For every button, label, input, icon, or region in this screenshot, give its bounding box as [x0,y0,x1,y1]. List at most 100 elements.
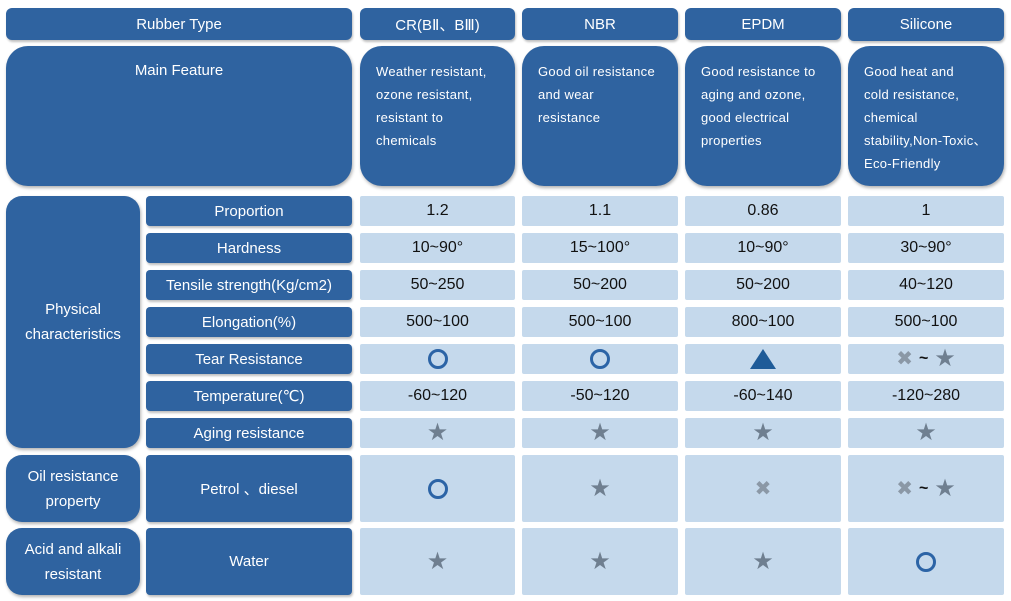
main-feature-epdm: Good resistance to aging and ozone, good… [685,46,841,186]
header-rubber-type: Rubber Type [6,8,352,40]
temperature-cr: -60~120 [360,381,515,411]
circle-icon [590,349,610,369]
tear-silicone: ✖ ~ ★ [848,344,1004,374]
group-physical-characteristics: Physical characteristics [6,196,140,448]
row-label-elongation: Elongation(%) [146,307,352,337]
main-feature-silicone-line: stability,Non-Toxic、 [864,133,987,148]
aging-nbr: ★ [522,418,678,448]
elongation-nbr: 500~100 [522,307,678,337]
row-label-proportion: Proportion [146,196,352,226]
main-feature-nbr: Good oil resistance and wear resistance [522,46,678,186]
water-epdm: ★ [685,528,841,595]
star-icon: ★ [915,419,937,446]
row-label-hardness: Hardness [146,233,352,263]
proportion-epdm: 0.86 [685,196,841,226]
main-feature-epdm-line: good electrical [701,110,790,125]
temperature-silicone: -120~280 [848,381,1004,411]
header-nbr: NBR [522,8,678,40]
main-feature-silicone-line: Good heat and [864,64,954,79]
main-feature-silicone-line: Eco-Friendly [864,156,941,171]
header-silicone: Silicone [848,8,1004,41]
petrol-epdm: ✖ [685,455,841,522]
water-silicone [848,528,1004,595]
water-nbr: ★ [522,528,678,595]
star-icon: ★ [934,345,956,372]
main-feature-cr-line: ozone resistant, [376,87,473,102]
tensile-epdm: 50~200 [685,270,841,300]
star-icon: ★ [589,474,611,502]
circle-icon [427,349,448,369]
row-label-aging: Aging resistance [146,418,352,448]
main-feature-nbr-line: Good oil resistance [538,64,655,79]
group-oil-line: Oil resistance [27,467,119,485]
hardness-epdm: 10~90° [685,233,841,263]
row-label-tensile: Tensile strength(Kg/cm2) [146,270,352,300]
row-label-water: Water [146,528,352,595]
header-epdm: EPDM [685,8,841,40]
tilde-separator: ~ [918,350,929,367]
proportion-nbr: 1.1 [522,196,678,226]
main-feature-cr-line: chemicals [376,133,437,148]
star-icon: ★ [752,547,774,575]
star-icon: ★ [426,547,449,575]
group-oil-line: property [45,492,101,510]
main-feature-cr-line: resistant to [376,110,444,125]
main-feature-silicone: Good heat and cold resistance, chemical … [848,46,1004,186]
tensile-silicone: 40~120 [848,270,1004,300]
cross-icon: ✖ [754,477,772,500]
star-icon: ★ [426,419,449,446]
group-acid-line: resistant [44,565,102,583]
row-label-petrol: Petrol 、diesel [146,455,352,522]
tilde-separator: ~ [918,479,929,497]
proportion-silicone: 1 [848,196,1004,226]
row-label-temperature: Temperature(℃) [146,381,352,411]
hardness-nbr: 15~100° [522,233,678,263]
group-oil-resistance: Oil resistance property [6,455,140,522]
hardness-cr: 10~90° [360,233,515,263]
petrol-cr [360,455,515,522]
aging-cr: ★ [360,418,515,448]
circle-icon [427,478,448,499]
petrol-silicone: ✖ ~ ★ [848,455,1004,522]
group-physical-line: characteristics [25,326,121,343]
triangle-icon [750,349,776,369]
cross-icon: ✖ [896,477,913,500]
tensile-cr: 50~250 [360,270,515,300]
main-feature-epdm-line: properties [701,133,762,148]
group-acid-alkali: Acid and alkali resistant [6,528,140,595]
aging-epdm: ★ [685,418,841,448]
tear-nbr [522,344,678,374]
main-feature-silicone-line: chemical [864,110,918,125]
cross-icon: ✖ [896,348,913,370]
main-feature-label: Main Feature [6,46,352,186]
main-feature-silicone-line: cold resistance, [864,87,960,102]
group-acid-line: Acid and alkali [24,540,122,558]
group-physical-line: Physical [45,301,101,318]
header-cr: CR(BⅡ、BⅢ) [360,8,515,40]
tensile-nbr: 50~200 [522,270,678,300]
star-icon: ★ [934,474,956,502]
star-icon: ★ [589,547,611,575]
row-label-tear: Tear Resistance [146,344,352,374]
circle-icon [916,551,936,572]
main-feature-nbr-line: and wear [538,87,594,102]
water-cr: ★ [360,528,515,595]
tear-cr [360,344,515,374]
proportion-cr: 1.2 [360,196,515,226]
elongation-epdm: 800~100 [685,307,841,337]
main-feature-nbr-line: resistance [538,110,601,125]
temperature-nbr: -50~120 [522,381,678,411]
elongation-cr: 500~100 [360,307,515,337]
temperature-epdm: -60~140 [685,381,841,411]
hardness-silicone: 30~90° [848,233,1004,263]
star-icon: ★ [589,419,611,446]
main-feature-cr: Weather resistant, ozone resistant, resi… [360,46,515,186]
main-feature-epdm-line: Good resistance to [701,64,816,79]
aging-silicone: ★ [848,418,1004,448]
elongation-silicone: 500~100 [848,307,1004,337]
star-icon: ★ [752,419,774,446]
tear-epdm [685,344,841,374]
petrol-nbr: ★ [522,455,678,522]
main-feature-cr-line: Weather resistant, [376,64,487,79]
main-feature-epdm-line: aging and ozone, [701,87,806,102]
